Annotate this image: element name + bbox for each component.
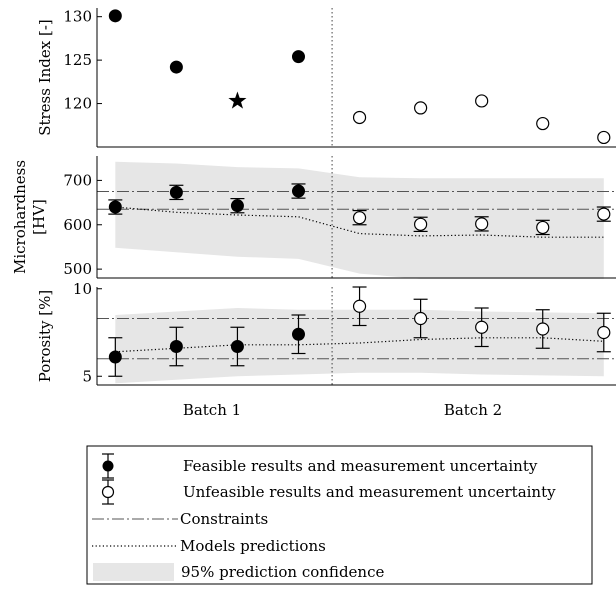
unfeasible-point (597, 325, 611, 340)
y-tick-label: 10 (73, 280, 92, 298)
feasible-point (291, 327, 305, 341)
y-axis-label: Stress Index [-] (36, 19, 54, 136)
legend-label-feasible: Feasible results and measurement uncerta… (183, 457, 538, 475)
unfeasible-point (475, 320, 489, 334)
category-label-batch-1: Batch 1 (183, 401, 241, 419)
panel-1: 120 125 130 Stress Index [-] (36, 8, 616, 148)
feasible-point (108, 9, 122, 23)
unfeasible-point (536, 322, 550, 336)
y-tick-label: 5 (82, 367, 92, 385)
panel-3: 5 10 Porosity [%] (36, 280, 616, 386)
feasible-point (169, 340, 183, 353)
unfeasible-point (352, 299, 367, 313)
y-axis-label-line2: [HV] (30, 199, 48, 235)
unfeasible-point (597, 207, 611, 221)
feasible-point (169, 60, 183, 74)
y-axis-label-line1: Microhardness (11, 160, 29, 274)
unfeasible-point (414, 217, 428, 231)
feasible-point (291, 50, 305, 64)
feasible-point (108, 200, 122, 214)
model-prediction-line (115, 337, 604, 353)
legend-feasible-marker (102, 460, 114, 472)
y-tick-label: 130 (63, 8, 92, 26)
y-tick-label: 500 (63, 260, 92, 278)
unfeasible-point (414, 311, 428, 326)
unfeasible-point (352, 211, 367, 225)
y-axis-label: Porosity [%] (36, 290, 54, 382)
panel-2: 500 600 700 Microhardness[HV] (11, 156, 616, 279)
star-point (228, 91, 247, 109)
feasible-point (230, 199, 244, 213)
feasible-point (108, 350, 122, 364)
unfeasible-point (414, 101, 428, 115)
y-tick-label: 120 (63, 95, 92, 113)
legend: Feasible results and measurement uncerta… (86, 445, 593, 585)
y-axis-label: Microhardness[HV] (11, 160, 48, 274)
legend-label-model: Models predictions (180, 537, 326, 555)
feasible-point (169, 185, 183, 199)
feasible-point (291, 184, 305, 198)
legend-label-unfeasible: Unfeasible results and measurement uncer… (183, 483, 556, 501)
legend-box (86, 445, 593, 585)
unfeasible-point (536, 220, 550, 235)
unfeasible-point (475, 217, 489, 231)
unfeasible-point (597, 130, 611, 145)
unfeasible-point (475, 94, 489, 108)
unfeasible-point (352, 110, 367, 125)
feasible-point (230, 340, 244, 353)
unfeasible-point (536, 116, 550, 131)
y-tick-label: 600 (63, 216, 92, 234)
legend-label-band: 95% prediction confidence (181, 563, 384, 581)
legend-label-constraints: Constraints (180, 510, 268, 528)
category-label-batch-2: Batch 2 (444, 401, 502, 419)
legend-unfeasible-marker (101, 485, 115, 499)
legend-band-swatch (93, 563, 174, 581)
y-tick-label: 125 (63, 51, 92, 69)
y-tick-label: 700 (63, 171, 92, 189)
